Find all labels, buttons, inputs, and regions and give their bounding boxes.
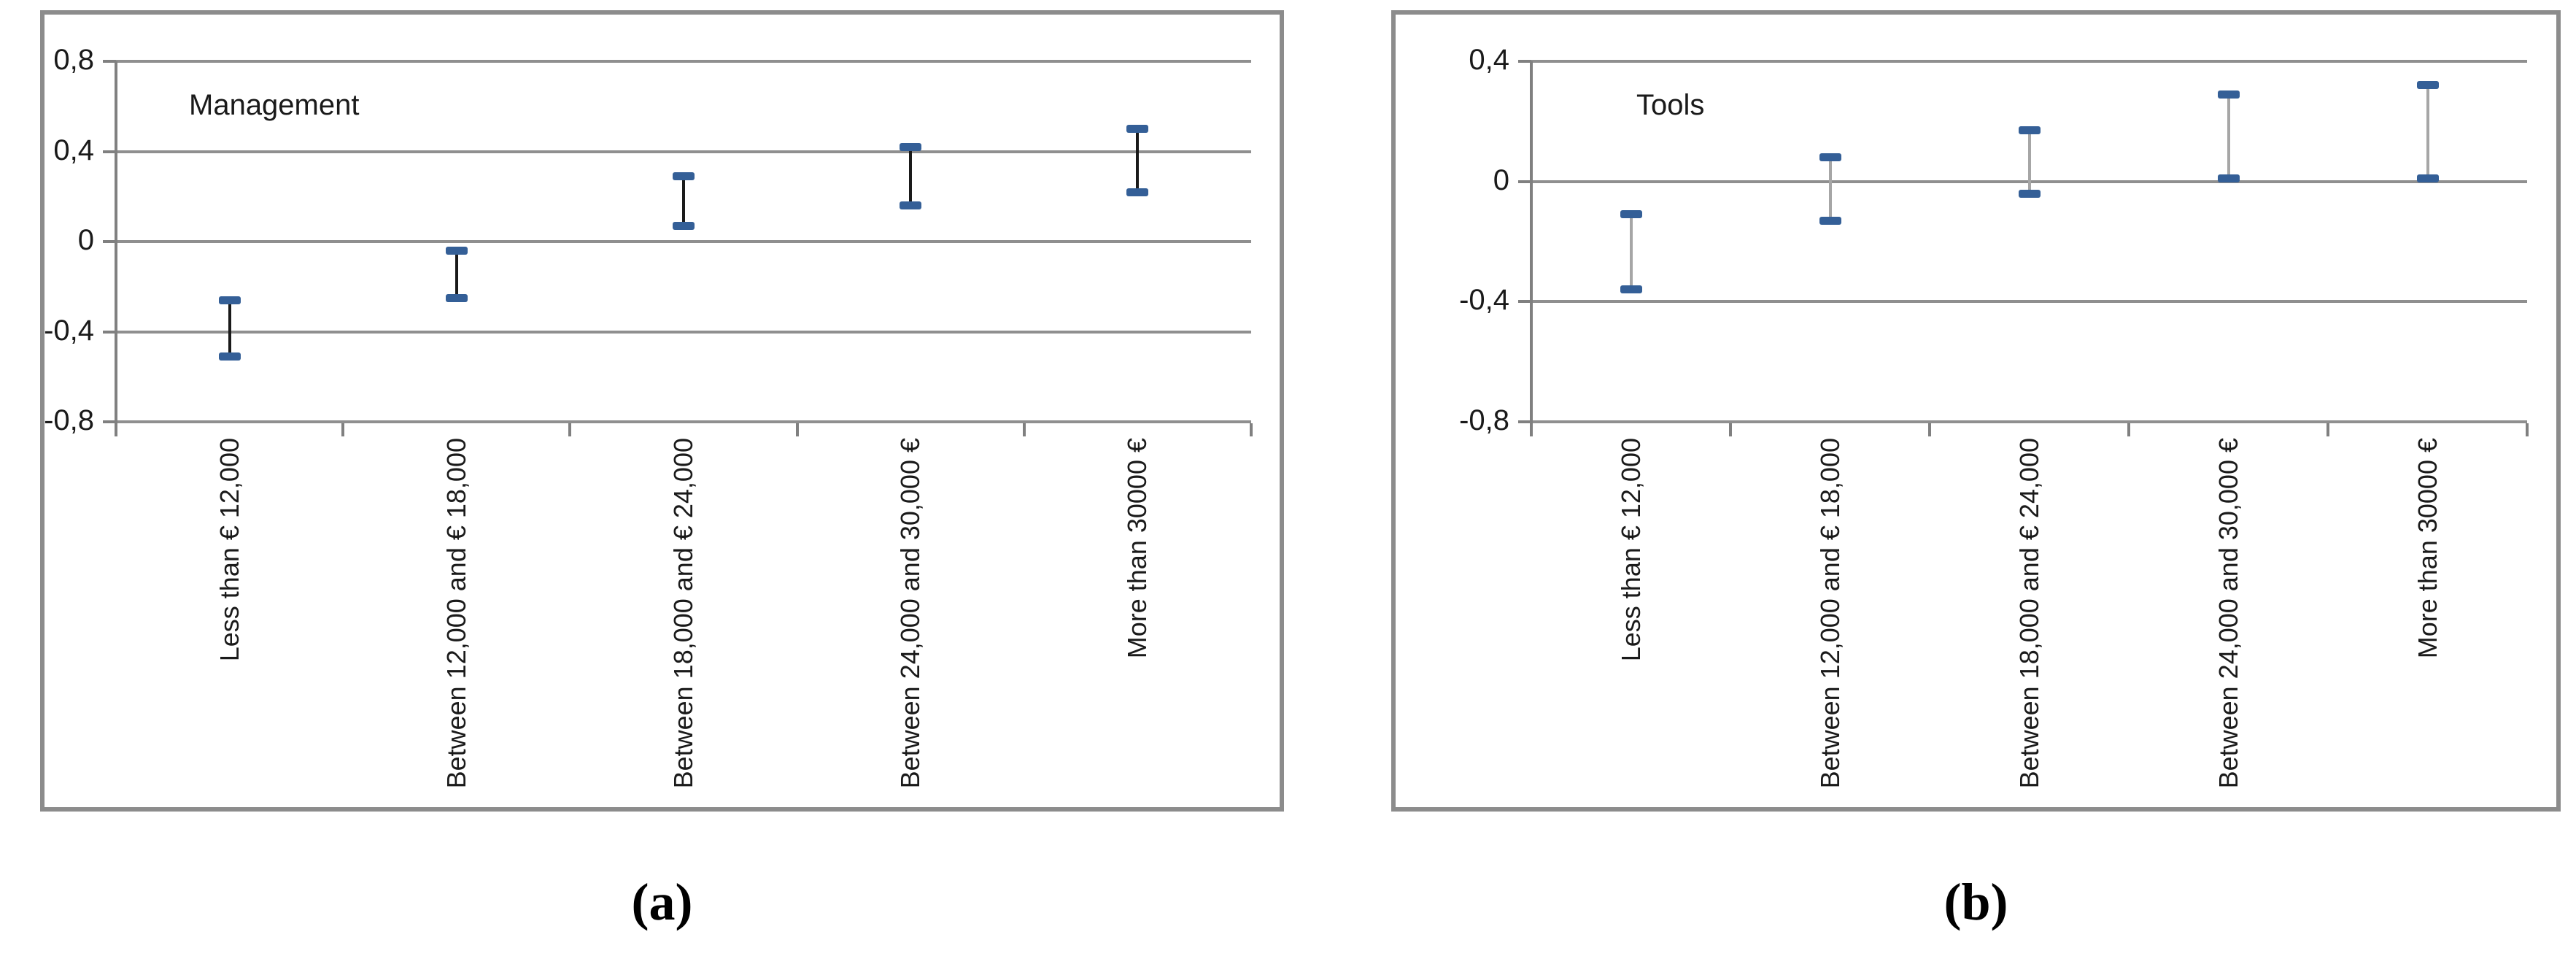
y-axis-tick — [1518, 300, 1531, 304]
error-bar-stem — [909, 147, 913, 206]
error-bar-cap-top — [218, 296, 241, 304]
error-bar-cap-top — [2217, 90, 2240, 99]
y-tick-label: -0,4 — [1459, 284, 1509, 317]
category-label: Less than € 12,000 — [1615, 438, 1646, 662]
error-bar-cap-bottom — [1126, 188, 1149, 196]
category-label: Between 18,000 and € 24,000 — [668, 438, 698, 789]
error-bar-stem — [1136, 128, 1140, 193]
gridline — [116, 60, 1251, 63]
error-bar-stem — [682, 176, 685, 226]
category-label: Between 24,000 and 30,000 € — [2213, 438, 2243, 789]
error-bar-cap-top — [1126, 125, 1149, 134]
gridline — [1531, 420, 2527, 423]
gridline — [116, 150, 1251, 153]
y-axis-tick — [103, 60, 116, 63]
gridline — [116, 420, 1251, 423]
y-axis-tick — [1518, 180, 1531, 183]
y-tick-label: -0,4 — [44, 314, 94, 347]
category-label: Between 12,000 and € 18,000 — [1814, 438, 1845, 789]
gridline — [1531, 300, 2527, 304]
error-bar-cap-bottom — [1819, 216, 1841, 225]
chart-box-management: Management 0,8 0,4 0 -0,4 -0,8 Less than € 12,… — [40, 10, 1284, 812]
chart-title: Management — [189, 89, 360, 121]
error-bar-cap-top — [900, 142, 922, 151]
y-axis-line — [115, 61, 117, 435]
chart-box-tools: Tools 0,4 0 -0,4 -0,8 Less than € 12,000 Betwe… — [1391, 10, 2561, 812]
y-tick-label: 0 — [1493, 163, 1509, 196]
error-bar-cap-top — [445, 246, 468, 255]
category-label: Between 12,000 and € 18,000 — [441, 438, 471, 789]
y-axis-tick — [103, 420, 116, 423]
error-bar-cap-bottom — [218, 352, 241, 361]
y-tick-label: 0,4 — [1469, 44, 1509, 76]
error-bar-cap-top — [1620, 210, 1642, 219]
error-bar-cap-bottom — [673, 221, 695, 230]
x-axis-tick — [1022, 423, 1026, 436]
error-bar-stem — [228, 300, 231, 357]
x-axis-tick — [2127, 423, 2130, 436]
category-label: Between 24,000 and 30,000 € — [895, 438, 926, 789]
y-axis-tick — [103, 150, 116, 153]
chart-title: Tools — [1636, 89, 1705, 121]
category-label: More than 30000 € — [2412, 438, 2442, 659]
x-axis-tick — [1928, 423, 1931, 436]
x-axis-tick — [1530, 423, 1533, 436]
x-axis-tick — [1729, 423, 1732, 436]
y-tick-label: 0,4 — [53, 134, 94, 166]
x-axis-tick — [2326, 423, 2329, 436]
category-label: Between 18,000 and € 24,000 — [2014, 438, 2044, 789]
x-axis-tick — [2526, 423, 2529, 436]
error-bar-stem — [2426, 85, 2429, 179]
y-tick-label: -0,8 — [44, 404, 94, 436]
y-axis-tick — [103, 330, 116, 334]
x-axis-tick — [341, 423, 345, 436]
error-bar-cap-bottom — [445, 293, 468, 302]
error-bar-stem — [2027, 130, 2031, 194]
error-bar-stem — [2227, 94, 2230, 179]
y-tick-label: 0,8 — [53, 44, 94, 76]
error-bar-cap-top — [1819, 153, 1841, 162]
error-bar-stem — [455, 250, 458, 298]
gridline — [1531, 60, 2527, 63]
caption-b: (b) — [1943, 873, 2008, 931]
caption-a: (a) — [631, 873, 693, 931]
gridline — [116, 330, 1251, 334]
category-label: Less than € 12,000 — [214, 438, 244, 662]
error-bar-cap-bottom — [2416, 174, 2439, 183]
x-axis-tick — [1250, 423, 1253, 436]
category-label: More than 30000 € — [1122, 438, 1153, 659]
y-tick-label: 0 — [77, 224, 94, 256]
error-bar-cap-bottom — [900, 201, 922, 210]
error-bar-cap-top — [673, 172, 695, 180]
error-bar-cap-top — [2018, 126, 2041, 135]
y-tick-label: -0,8 — [1459, 404, 1509, 436]
error-bar-cap-bottom — [2018, 189, 2041, 198]
y-axis-tick — [1518, 60, 1531, 63]
error-bar-cap-top — [2416, 81, 2439, 90]
gridline — [116, 240, 1251, 243]
error-bar-cap-bottom — [2217, 174, 2240, 183]
y-axis-tick — [1518, 420, 1531, 423]
error-bar-stem — [1629, 214, 1633, 290]
x-axis-tick — [568, 423, 572, 436]
y-axis-tick — [103, 240, 116, 243]
y-axis-line — [1530, 61, 1533, 435]
error-bar-cap-bottom — [1620, 285, 1642, 294]
x-axis-tick — [115, 423, 117, 436]
error-bar-stem — [1828, 157, 1832, 221]
x-axis-tick — [795, 423, 799, 436]
